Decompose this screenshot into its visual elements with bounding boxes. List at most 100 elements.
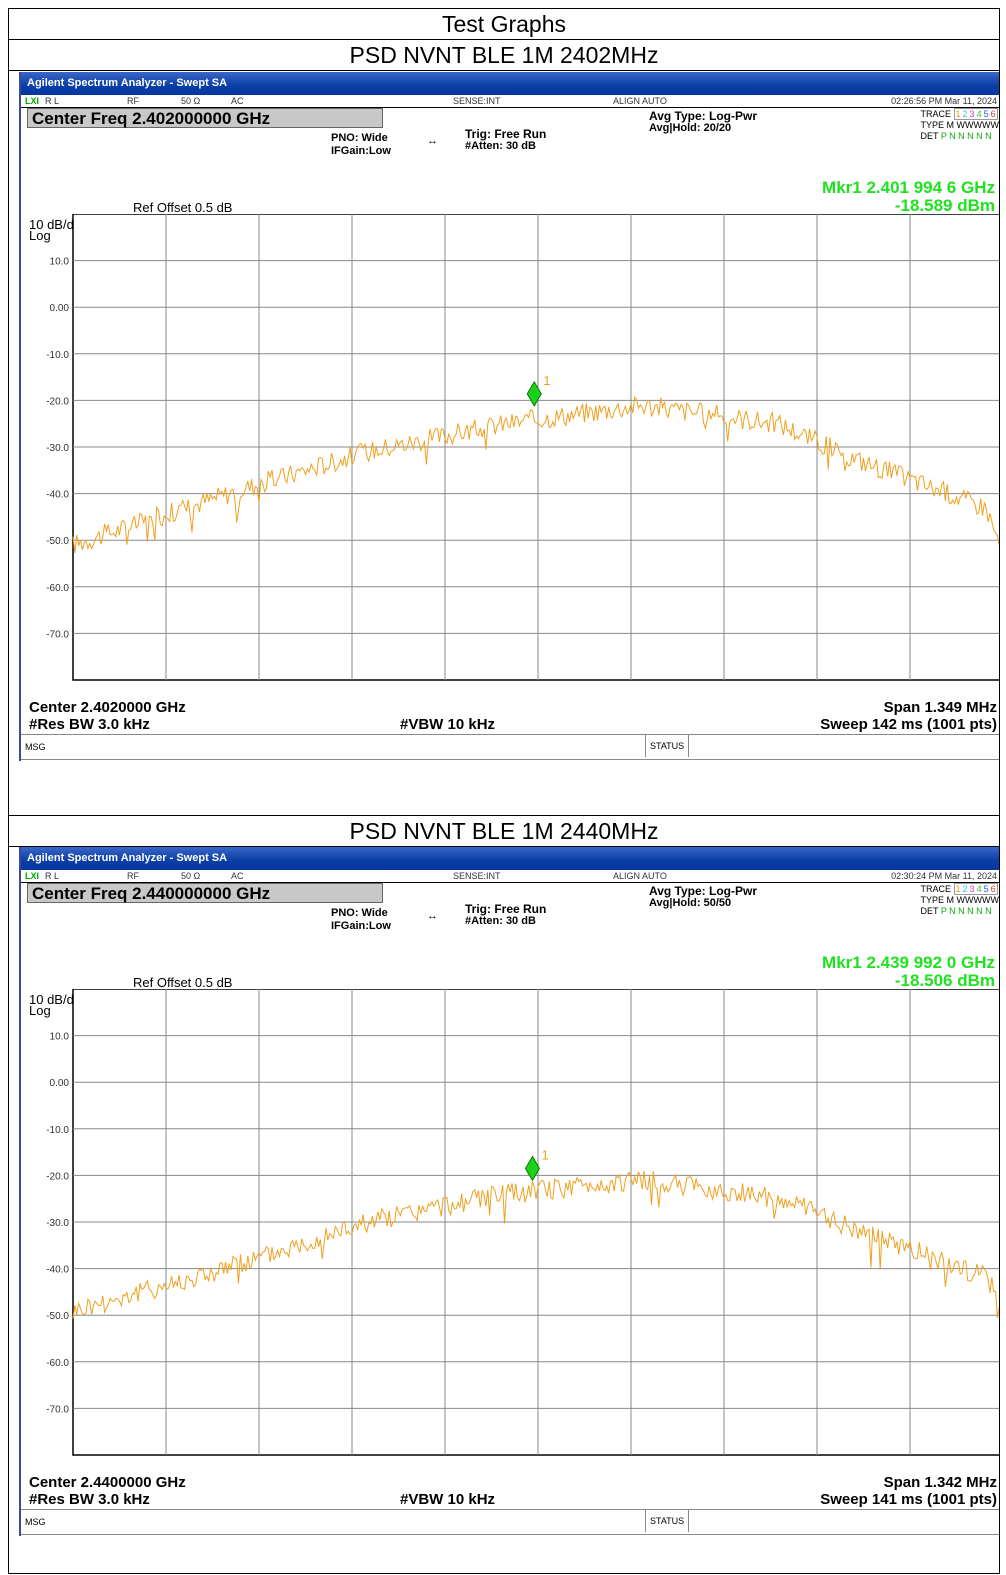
lxi-icon: LXI [25, 871, 40, 881]
status-time: 02:26:56 PM Mar 11, 2024 [891, 96, 997, 106]
y-tick-label: -70.0 [46, 1404, 69, 1415]
status-impedance: 50 Ω [181, 96, 201, 106]
y-tick-label: -30.0 [46, 443, 69, 454]
panel-1-heading: PSD NVNT BLE 1M 2402MHz [9, 40, 999, 71]
y-tick-label: -40.0 [46, 1265, 69, 1276]
status-label: STATUS [645, 735, 690, 757]
status-align: ALIGN AUTO [613, 871, 667, 881]
panel-border [19, 72, 21, 761]
trace-2[interactable]: 2 [962, 109, 968, 119]
scale-type: Log [29, 228, 51, 243]
det-values: P N N N N N [940, 906, 992, 916]
avg-type-label: Avg Type: Log-Pwr [649, 109, 757, 123]
y-tick-label: -20.0 [46, 1171, 69, 1182]
status-mode: R L [45, 96, 60, 106]
spectrum-plot: 10.0 0.00 -10.0 -20.0 -30.0 -40.0 -50.0 -60.0 -7… [46, 214, 999, 681]
window-title: Agilent Spectrum Analyzer - Swept SA [21, 72, 999, 95]
trace-4[interactable]: 4 [976, 884, 982, 894]
message-bar: MSG STATUS [21, 734, 999, 760]
y-tick-label: 10.0 [50, 1032, 70, 1043]
status-coupling: AC [231, 871, 244, 881]
type-values: M WWWWW [946, 120, 999, 130]
trigger-arrow-icon: ↔ [427, 135, 438, 147]
status-align: ALIGN AUTO [613, 96, 667, 106]
sweep-readout: Sweep 141 ms (1001 pts) [820, 1491, 997, 1508]
status-rf: RF [127, 96, 139, 106]
span-readout: Span 1.342 MHz [883, 1474, 997, 1491]
marker-level: -18.506 dBm [894, 971, 995, 990]
trace-4[interactable]: 4 [976, 109, 982, 119]
center-freq-readout: Center 2.4020000 GHz [29, 699, 186, 716]
marker-freq: Mkr1 2.439 992 0 GHz [822, 953, 995, 972]
y-tick-label: -50.0 [46, 1311, 69, 1322]
trace-1[interactable]: 1 [955, 884, 961, 894]
lxi-icon: LXI [25, 96, 40, 106]
y-tick-label: -10.0 [46, 350, 69, 361]
ifgain-label: IFGain:Low [331, 920, 391, 932]
status-row: LXI R L RF 50 Ω AC SENSE:INT ALIGN AUTO … [21, 870, 999, 883]
trace-label: TRACE [920, 109, 951, 119]
status-coupling: AC [231, 96, 244, 106]
trace-6[interactable]: 6 [990, 884, 996, 894]
y-tick-label: -50.0 [46, 536, 69, 547]
pno-label: PNO: Wide [331, 907, 388, 919]
status-rf: RF [127, 871, 139, 881]
marker-1-diamond [524, 1155, 541, 1182]
y-tick-label: 10.0 [50, 257, 70, 268]
y-tick-label: 0.00 [50, 1078, 70, 1089]
center-freq-button[interactable]: Center Freq 2.402000000 GHz [27, 108, 383, 128]
trace-2[interactable]: 2 [962, 884, 968, 894]
status-sense: SENSE:INT [453, 871, 501, 881]
page-title: Test Graphs [9, 9, 999, 40]
status-row: LXI R L RF 50 Ω AC SENSE:INT ALIGN AUTO … [21, 95, 999, 108]
y-tick-label: -20.0 [46, 396, 69, 407]
status-sense: SENSE:INT [453, 96, 501, 106]
marker-freq: Mkr1 2.401 994 6 GHz [822, 178, 995, 197]
y-tick-label: -70.0 [46, 629, 69, 640]
trace-5[interactable]: 5 [983, 109, 989, 119]
trace-5[interactable]: 5 [983, 884, 989, 894]
test-graphs-table: Test Graphs PSD NVNT BLE 1M 2402MHz PSD … [8, 8, 1000, 1574]
panel-border [19, 847, 21, 1536]
vbw-readout: #VBW 10 kHz [400, 1491, 496, 1508]
type-label: TYPE [920, 120, 944, 130]
trace-1-line [72, 1170, 999, 1319]
scale-per-div: 10 dB/div [29, 992, 84, 1007]
trace-3[interactable]: 3 [969, 884, 975, 894]
vbw-readout: #VBW 10 kHz [400, 716, 496, 733]
window-title: Agilent Spectrum Analyzer - Swept SA [21, 847, 999, 870]
det-label: DET [920, 131, 939, 141]
y-tick-label: -30.0 [46, 1218, 69, 1229]
y-tick-label: 0.00 [50, 303, 70, 314]
trace-3[interactable]: 3 [969, 109, 975, 119]
spectrum-plot: 10.0 0.00 -10.0 -20.0 -30.0 -40.0 -50.0 -60.0 -7… [46, 989, 999, 1456]
trig-label: Trig: Free Run [465, 902, 547, 916]
center-freq-readout: Center 2.4400000 GHz [29, 1474, 186, 1491]
span-readout: Span 1.349 MHz [883, 699, 997, 716]
scale-per-div: 10 dB/div [29, 217, 84, 232]
ref-offset: Ref Offset 0.5 dB [133, 975, 233, 990]
marker-1-label: 1 [543, 373, 550, 388]
sweep-readout: Sweep 142 ms (1001 pts) [820, 716, 997, 733]
trace-1[interactable]: 1 [955, 109, 961, 119]
spectrum-panel-1: Agilent Spectrum Analyzer - Swept SA LXI… [19, 72, 999, 761]
atten-label: #Atten: 30 dB [465, 140, 536, 152]
panel-2-heading: PSD NVNT BLE 1M 2440MHz [9, 815, 999, 847]
type-values: M WWWWW [946, 895, 999, 905]
det-label: DET [920, 906, 939, 916]
trace-label: TRACE [920, 884, 951, 894]
rbw-readout: #Res BW 3.0 kHz [29, 716, 150, 733]
marker-level: -18.589 dBm [894, 196, 995, 215]
trace-6[interactable]: 6 [990, 109, 996, 119]
y-tick-label: -60.0 [46, 583, 69, 594]
status-time: 02:30:24 PM Mar 11, 2024 [891, 871, 997, 881]
center-freq-button[interactable]: Center Freq 2.440000000 GHz [27, 883, 383, 903]
message-bar: MSG STATUS [21, 1509, 999, 1535]
spectrum-panel-2: Agilent Spectrum Analyzer - Swept SA LXI… [19, 847, 999, 1536]
y-tick-label: -10.0 [46, 1125, 69, 1136]
status-impedance: 50 Ω [181, 871, 201, 881]
rbw-readout: #Res BW 3.0 kHz [29, 1491, 150, 1508]
trig-label: Trig: Free Run [465, 127, 547, 141]
